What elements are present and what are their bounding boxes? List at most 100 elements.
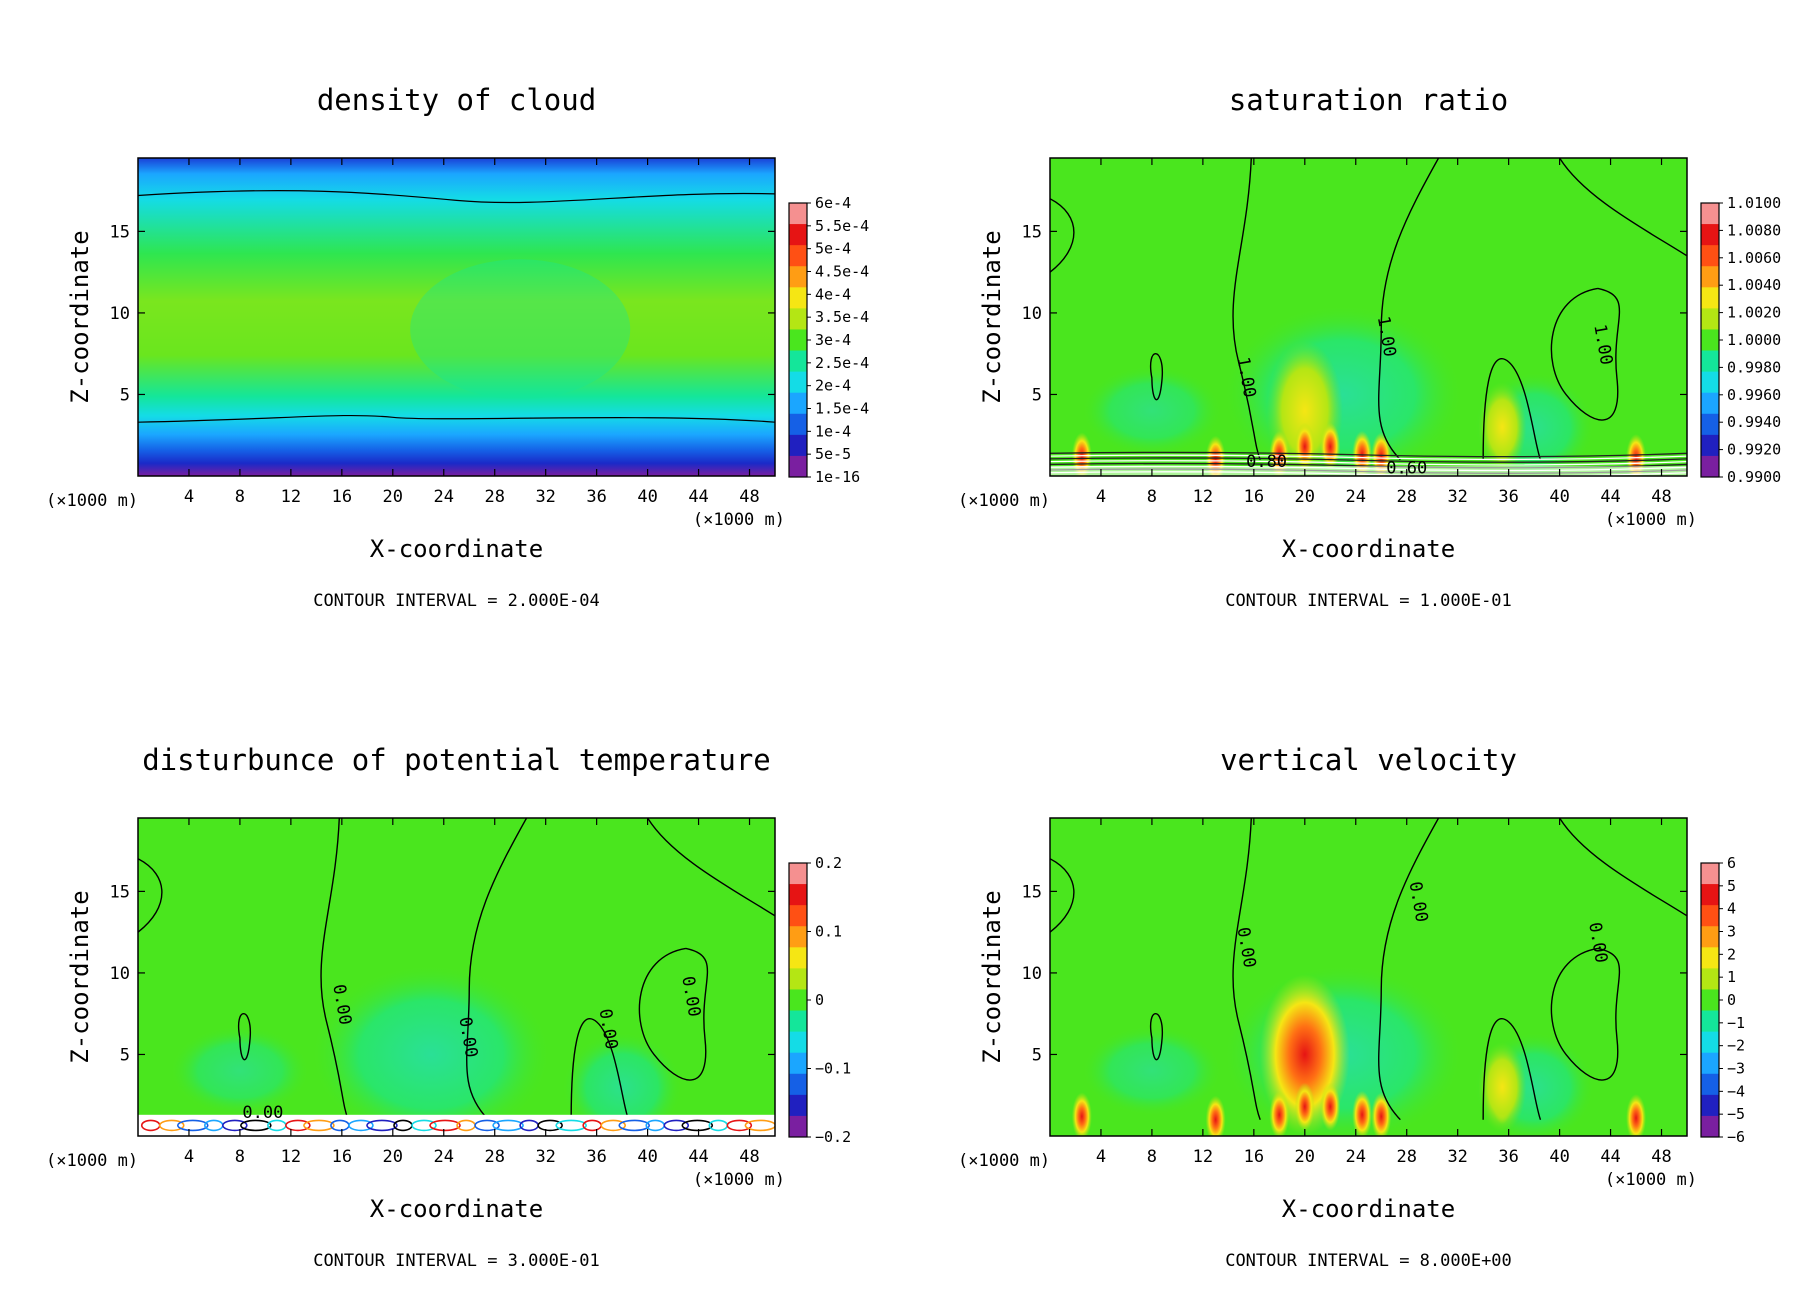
x-tick-label: 48 bbox=[1651, 1147, 1671, 1167]
x-unit-label: (×1000 m) bbox=[693, 1170, 785, 1190]
y-unit-label: (×1000 m) bbox=[958, 1151, 1050, 1171]
field-feature bbox=[492, 1119, 524, 1132]
field-feature bbox=[537, 1119, 563, 1132]
contour-label: 0.60 bbox=[1386, 459, 1427, 479]
colorbar-segment bbox=[1701, 266, 1719, 288]
field-feature bbox=[158, 1119, 185, 1132]
x-tick-label: 16 bbox=[332, 487, 352, 507]
colorbar-label: 1.0080 bbox=[1727, 221, 1781, 239]
x-tick-label: 8 bbox=[235, 487, 245, 507]
colorbar-segment bbox=[1701, 968, 1719, 990]
colorbar-label: 5.5e-4 bbox=[815, 217, 869, 235]
chart-title: disturbunce of potential temperature bbox=[142, 743, 771, 777]
contour-line bbox=[1559, 818, 1687, 917]
colorbar-segment bbox=[789, 1094, 807, 1117]
x-tick-label: 40 bbox=[637, 1147, 657, 1167]
field-feature bbox=[618, 1119, 651, 1132]
contour-interval: CONTOUR INTERVAL = 3.000E-01 bbox=[313, 1251, 600, 1271]
colorbar-segment bbox=[789, 989, 807, 1012]
field-feature bbox=[1371, 1092, 1392, 1136]
x-tick-label: 12 bbox=[281, 1147, 301, 1167]
x-tick-label: 28 bbox=[484, 1147, 504, 1167]
colorbar-segment bbox=[1701, 245, 1719, 267]
contour-line bbox=[1482, 358, 1542, 460]
colorbar-label: 1.0040 bbox=[1727, 276, 1781, 294]
contour-line bbox=[1482, 1018, 1542, 1120]
x-tick-label: 44 bbox=[1600, 487, 1620, 507]
x-tick-label: 44 bbox=[688, 487, 708, 507]
colorbar-label: 0.9960 bbox=[1727, 386, 1781, 404]
colorbar-label: 1.0020 bbox=[1727, 304, 1781, 322]
x-tick-label: 4 bbox=[184, 487, 194, 507]
field-feature bbox=[562, 1032, 683, 1136]
x-tick-label: 40 bbox=[637, 487, 657, 507]
y-tick-label: 10 bbox=[110, 304, 130, 324]
contour-line bbox=[1378, 158, 1440, 461]
colorbar-segment bbox=[1701, 413, 1719, 436]
y-axis-label: Z-coordinate bbox=[66, 230, 94, 403]
field-feature bbox=[1294, 422, 1315, 471]
x-tick-label: 8 bbox=[235, 1147, 245, 1167]
x-tick-label: 24 bbox=[1346, 487, 1366, 507]
contour-line bbox=[138, 190, 775, 204]
colorbar-segment bbox=[789, 413, 807, 436]
x-axis-label: X-coordinate bbox=[370, 1195, 543, 1223]
field-feature bbox=[169, 1025, 310, 1116]
contour-line bbox=[466, 818, 528, 1121]
x-tick-label: 32 bbox=[535, 487, 555, 507]
x-tick-label: 4 bbox=[184, 1147, 194, 1167]
field-feature bbox=[285, 1119, 311, 1132]
colorbar-segment bbox=[1701, 863, 1719, 885]
y-tick-label: 5 bbox=[120, 385, 130, 405]
colorbar-segment bbox=[1701, 1010, 1719, 1033]
chart-panel-3: disturbunce of potential temperature 4 8 12… bbox=[46, 743, 851, 1271]
field-feature bbox=[1320, 422, 1341, 471]
x-tick-label: 36 bbox=[586, 1147, 606, 1167]
x-tick-label: 12 bbox=[1193, 487, 1213, 507]
colorbar-segment bbox=[789, 392, 807, 415]
colorbar-segment bbox=[1701, 224, 1719, 246]
colorbar-segment bbox=[1701, 1115, 1719, 1138]
field-feature bbox=[663, 1119, 690, 1132]
x-unit-label: (×1000 m) bbox=[1605, 510, 1697, 530]
field bbox=[138, 818, 775, 1136]
x-unit-label: (×1000 m) bbox=[1605, 1170, 1697, 1190]
colorbar-segment bbox=[1701, 350, 1719, 373]
colorbar-label: 5e-5 bbox=[815, 445, 851, 463]
colorbar-segment bbox=[1701, 434, 1719, 457]
field-feature bbox=[1294, 1082, 1315, 1131]
colorbar-segment bbox=[789, 1115, 807, 1138]
field-feature bbox=[600, 1119, 627, 1132]
y-unit-label: (×1000 m) bbox=[46, 491, 138, 511]
x-tick-label: 32 bbox=[535, 1147, 555, 1167]
y-axis-label: Z-coordinate bbox=[978, 230, 1006, 403]
plot-frame bbox=[1049, 157, 1688, 477]
y-axis-label: Z-coordinate bbox=[66, 890, 94, 1063]
x-tick-label: 44 bbox=[688, 1147, 708, 1167]
colorbar-label: 0.9980 bbox=[1727, 358, 1781, 376]
colorbar-label: 2 bbox=[1727, 945, 1736, 963]
x-tick-label: 24 bbox=[1346, 1147, 1366, 1167]
field-feature bbox=[1478, 382, 1527, 473]
colorbar-segment bbox=[789, 266, 807, 288]
colorbar-label: 6 bbox=[1727, 854, 1736, 872]
field-feature bbox=[726, 1119, 753, 1132]
y-tick-label: 10 bbox=[110, 964, 130, 984]
colorbar-label: −5 bbox=[1727, 1105, 1745, 1123]
y-tick-label: 10 bbox=[1022, 964, 1042, 984]
contour-label: 0.00 bbox=[242, 1103, 283, 1123]
field-feature bbox=[366, 1119, 398, 1132]
chart-title: saturation ratio bbox=[1229, 83, 1508, 117]
contour-line bbox=[1150, 352, 1163, 401]
colorbar-segment bbox=[789, 884, 807, 906]
field-feature bbox=[681, 1119, 714, 1132]
colorbar-label: 0.9920 bbox=[1727, 441, 1781, 459]
contour-line bbox=[1232, 818, 1261, 1120]
y-axis-label: Z-coordinate bbox=[978, 890, 1006, 1063]
colorbar-segment bbox=[1701, 308, 1719, 330]
colorbar-segment bbox=[789, 203, 807, 225]
y-tick-label: 5 bbox=[1032, 385, 1042, 405]
colorbar-segment bbox=[789, 863, 807, 885]
colorbar-label: 3e-4 bbox=[815, 331, 851, 349]
